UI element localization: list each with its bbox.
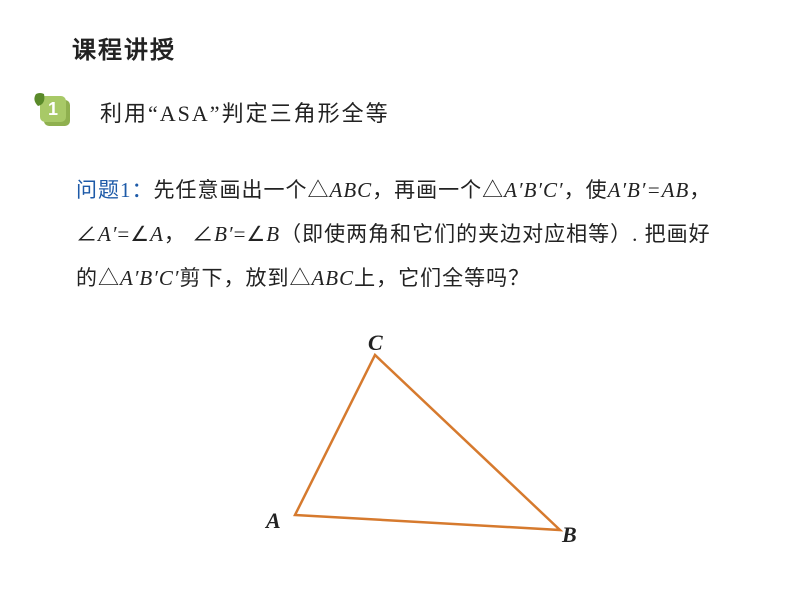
eq3r: B <box>266 222 280 246</box>
triangle-shape <box>295 355 560 530</box>
triangle-svg <box>260 350 590 560</box>
t7: 剪下，放到△ <box>179 266 311 290</box>
t8: 上，它们全等吗？ <box>354 266 530 290</box>
section-title-suffix: 判定三角形全等 <box>222 101 390 126</box>
eq1l: A′B′ <box>608 178 647 202</box>
section-badge: 1 <box>30 90 74 130</box>
section-title: 利用“ASA”判定三角形全等 <box>100 96 390 128</box>
eq3l: B′ <box>214 222 233 246</box>
eq2l: A′ <box>98 222 117 246</box>
vertex-b-label: B <box>562 522 577 548</box>
t5: ， ∠ <box>164 222 214 246</box>
apbpcp2: A′B′C′ <box>120 266 179 290</box>
quote-close: ” <box>210 101 222 126</box>
vertex-c-label: C <box>368 330 383 356</box>
section-title-prefix: 利用 <box>100 101 148 126</box>
t3: ，使 <box>564 178 608 202</box>
triangle-figure: A B C <box>260 350 590 560</box>
apbpcp: A′B′C′ <box>504 178 563 202</box>
eq1m: = <box>646 178 661 202</box>
badge-number: 1 <box>48 99 58 119</box>
asa-text: ASA <box>160 101 210 126</box>
eq2m: =∠ <box>117 222 150 246</box>
t1: 先任意画出一个△ <box>154 178 330 202</box>
vertex-a-label: A <box>266 508 281 534</box>
badge-svg: 1 <box>30 90 74 130</box>
quote-open: “ <box>148 101 160 126</box>
problem-label: 问题1： <box>76 178 154 202</box>
eq2r: A <box>150 222 164 246</box>
page-title: 课程讲授 <box>72 30 176 65</box>
t2: ，再画一个△ <box>372 178 504 202</box>
problem-text: 问题1：先任意画出一个△ABC，再画一个△A′B′C′，使A′B′=AB， ∠A… <box>76 168 716 300</box>
eq3m: =∠ <box>234 222 267 246</box>
abc: ABC <box>330 178 373 202</box>
eq1r: AB <box>662 178 690 202</box>
abc2: ABC <box>311 266 354 290</box>
